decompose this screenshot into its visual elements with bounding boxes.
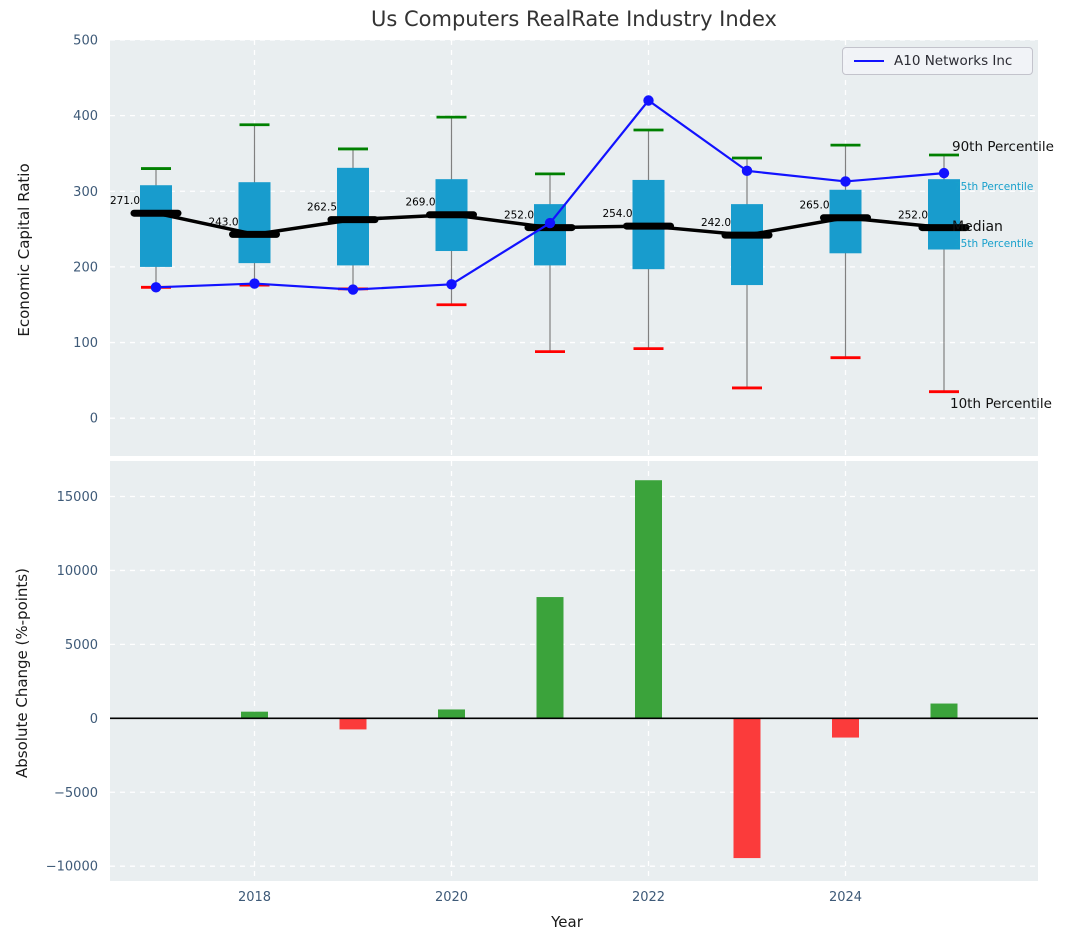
xtick-2024: 2024 (829, 890, 862, 905)
bar-2023 (733, 718, 761, 859)
median-label-2019: 262.5 (307, 202, 337, 214)
median-label-2018: 243.0 (208, 216, 238, 228)
median-label-2021: 252.0 (504, 210, 534, 222)
iqr-box-2023 (731, 204, 763, 286)
median-label-2024: 265.0 (799, 200, 829, 212)
legend-line-swatch (854, 60, 884, 62)
company-marker-2023 (741, 165, 753, 177)
bottom-ytick-0: 0 (90, 712, 98, 727)
bar-2024 (832, 718, 859, 738)
bottom-axes-background (110, 461, 1038, 881)
bottom-ytick-10000: 10000 (57, 564, 98, 579)
company-marker-2020 (446, 279, 457, 290)
xtick-2022: 2022 (632, 890, 665, 905)
bar-2025 (930, 703, 958, 719)
top-ytick-500: 500 (73, 34, 98, 49)
annotation-10th-percentile: 10th Percentile (950, 396, 1052, 412)
chart-title: Us Computers RealRate Industry Index (371, 7, 777, 31)
annotation-75th-percentile: 75th Percentile (954, 181, 1034, 193)
xtick-2018: 2018 (238, 890, 271, 905)
median-label-2025: 252.0 (898, 210, 928, 222)
bottom-ytick-5000: 5000 (65, 638, 98, 653)
company-marker-2025 (938, 167, 950, 179)
iqr-box-2024 (829, 189, 862, 254)
bottom-y-axis-label: Absolute Change (%-points) (13, 568, 31, 778)
annotation-90th-percentile: 90th Percentile (952, 139, 1054, 155)
iqr-box-2018 (238, 182, 271, 264)
xtick-2020: 2020 (435, 890, 468, 905)
annotation-median: Median (952, 219, 1003, 235)
top-y-axis-label: Economic Capital Ratio (15, 163, 33, 337)
median-label-2020: 269.0 (405, 197, 435, 209)
top-ytick-400: 400 (73, 109, 98, 124)
bar-2018 (241, 711, 268, 719)
company-marker-2019 (347, 284, 359, 295)
company-marker-2024 (840, 176, 851, 187)
x-axis-label: Year (551, 913, 583, 931)
bar-2022 (635, 480, 662, 719)
company-marker-2022 (643, 95, 654, 106)
annotation-25th-percentile: 25th Percentile (954, 238, 1034, 250)
legend-label: A10 Networks Inc (894, 53, 1013, 69)
iqr-box-2017 (140, 185, 172, 267)
median-label-2017: 271.0 (110, 195, 140, 207)
top-ytick-0: 0 (90, 412, 98, 427)
top-ytick-300: 300 (73, 185, 98, 200)
top-ytick-100: 100 (73, 336, 98, 351)
bar-2019 (339, 718, 367, 730)
legend: A10 Networks Inc (842, 47, 1033, 75)
bar-2020 (438, 709, 465, 719)
median-label-2022: 254.0 (602, 208, 632, 220)
iqr-box-2025 (928, 179, 960, 250)
company-marker-2018 (249, 278, 260, 289)
bar-2021 (536, 597, 564, 719)
top-ytick-200: 200 (73, 260, 98, 275)
bottom-ytick-15000: 15000 (57, 490, 98, 505)
company-marker-2017 (150, 282, 162, 293)
iqr-box-2021 (534, 204, 566, 266)
median-label-2023: 242.0 (701, 217, 731, 229)
bottom-ytick--5000: −5000 (54, 786, 98, 801)
company-marker-2021 (544, 217, 556, 229)
bottom-ytick--10000: −10000 (46, 860, 98, 875)
